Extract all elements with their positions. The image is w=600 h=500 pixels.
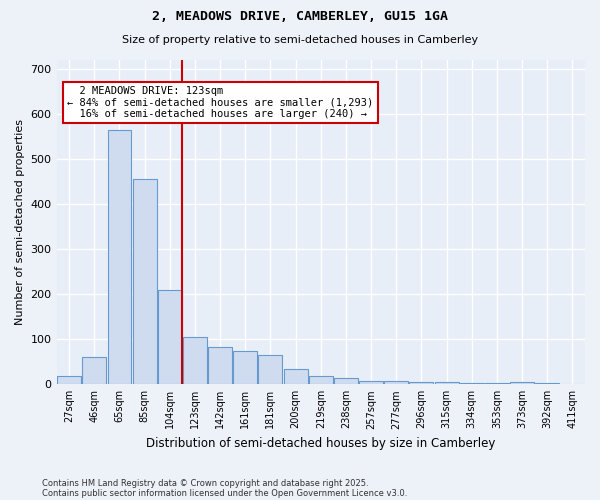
Bar <box>158 290 182 384</box>
Bar <box>233 350 257 384</box>
X-axis label: Distribution of semi-detached houses by size in Camberley: Distribution of semi-detached houses by … <box>146 437 496 450</box>
Text: Contains HM Land Registry data © Crown copyright and database right 2025.: Contains HM Land Registry data © Crown c… <box>42 478 368 488</box>
Bar <box>334 378 358 384</box>
Bar <box>460 383 484 384</box>
Bar <box>510 382 534 384</box>
Bar <box>133 180 157 384</box>
Bar <box>259 355 283 384</box>
Bar <box>434 382 458 384</box>
Bar <box>183 337 207 384</box>
Text: 2 MEADOWS DRIVE: 123sqm
← 84% of semi-detached houses are smaller (1,293)
  16% : 2 MEADOWS DRIVE: 123sqm ← 84% of semi-de… <box>67 86 373 119</box>
Y-axis label: Number of semi-detached properties: Number of semi-detached properties <box>15 119 25 325</box>
Bar <box>82 358 106 384</box>
Bar <box>284 368 308 384</box>
Bar <box>535 383 559 384</box>
Text: 2, MEADOWS DRIVE, CAMBERLEY, GU15 1GA: 2, MEADOWS DRIVE, CAMBERLEY, GU15 1GA <box>152 10 448 23</box>
Bar <box>57 376 81 384</box>
Text: Size of property relative to semi-detached houses in Camberley: Size of property relative to semi-detach… <box>122 35 478 45</box>
Bar <box>107 130 131 384</box>
Bar <box>485 383 509 384</box>
Bar <box>359 381 383 384</box>
Bar <box>309 376 333 384</box>
Bar <box>409 382 433 384</box>
Text: Contains public sector information licensed under the Open Government Licence v3: Contains public sector information licen… <box>42 488 407 498</box>
Bar <box>385 380 408 384</box>
Bar <box>208 347 232 385</box>
